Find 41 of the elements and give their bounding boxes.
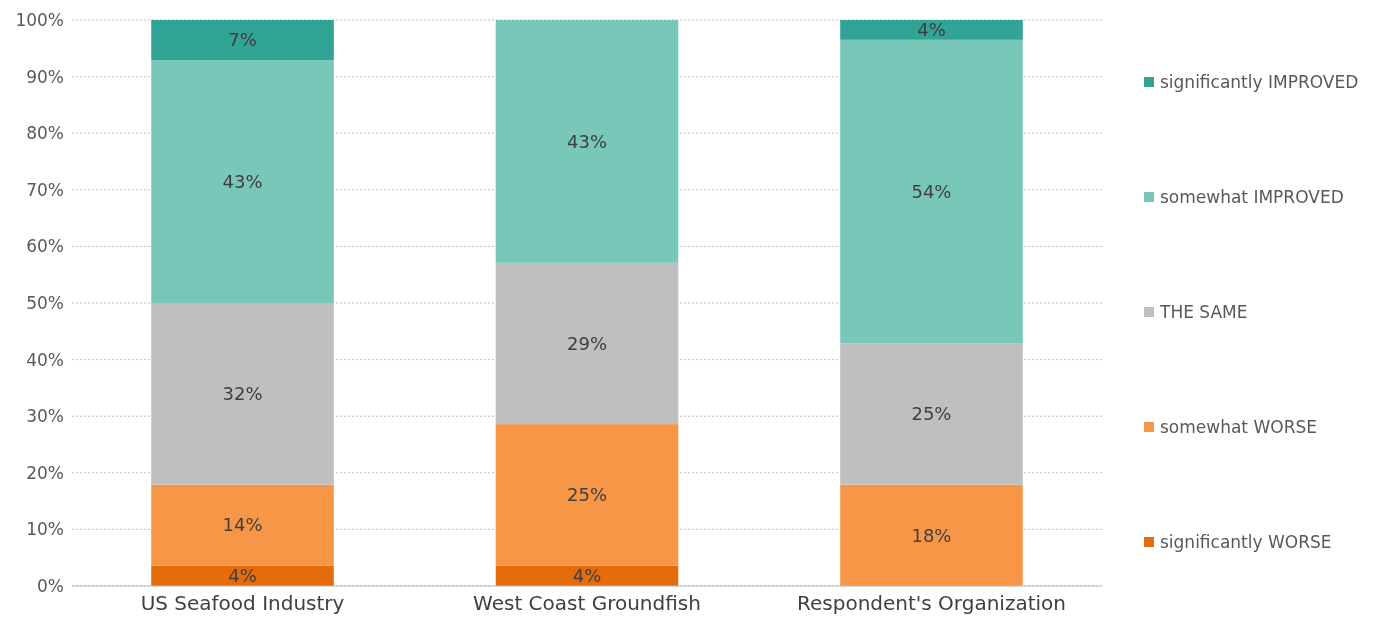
data-label: 43%: [566, 130, 608, 152]
data-label: 43%: [222, 170, 263, 192]
data-label: 25%: [566, 484, 608, 506]
legend-label: somewhat WORSE: [1160, 416, 1317, 437]
y-tick-label: 30%: [26, 406, 64, 427]
data-label: 7%: [228, 29, 257, 51]
x-tick-label: US Seafood Industry: [140, 591, 345, 615]
y-tick-label: 20%: [26, 462, 64, 483]
x-tick-label: West Coast Groundfish: [473, 591, 701, 615]
bar: [151, 20, 334, 61]
data-label: 54%: [911, 180, 952, 202]
data-label: 4%: [572, 565, 602, 587]
bar: [840, 39, 1023, 344]
y-tick-label: 10%: [26, 519, 64, 540]
data-label: 4%: [917, 19, 946, 41]
data-label: 25%: [911, 403, 952, 425]
y-tick-label: 60%: [26, 236, 64, 257]
data-label: 29%: [566, 332, 608, 354]
bar: [495, 20, 679, 263]
legend-label: THE SAME: [1159, 301, 1248, 322]
bar: [495, 262, 679, 425]
bar: [840, 20, 1023, 40]
bar: [495, 424, 679, 566]
y-tick-label: 90%: [26, 66, 64, 87]
legend-label: significantly IMPROVED: [1160, 71, 1359, 92]
bar: [151, 484, 334, 566]
y-tick-label: 50%: [26, 292, 64, 313]
y-tick-label: 0%: [37, 575, 64, 596]
data-label: 4%: [228, 565, 257, 587]
y-tick-label: 40%: [26, 349, 64, 370]
data-label: 18%: [911, 524, 952, 546]
y-tick-label: 80%: [26, 123, 64, 144]
bar: [840, 484, 1023, 586]
bar: [151, 60, 334, 303]
legend-label: somewhat IMPROVED: [1160, 186, 1344, 207]
y-tick-label: 70%: [26, 179, 64, 200]
legend-label: significantly WORSE: [1160, 531, 1332, 552]
x-tick-label: Respondent's Organization: [796, 591, 1066, 615]
data-label: 14%: [222, 514, 263, 536]
y-tick-label: 100%: [15, 9, 64, 30]
data-label: 32%: [222, 383, 263, 405]
